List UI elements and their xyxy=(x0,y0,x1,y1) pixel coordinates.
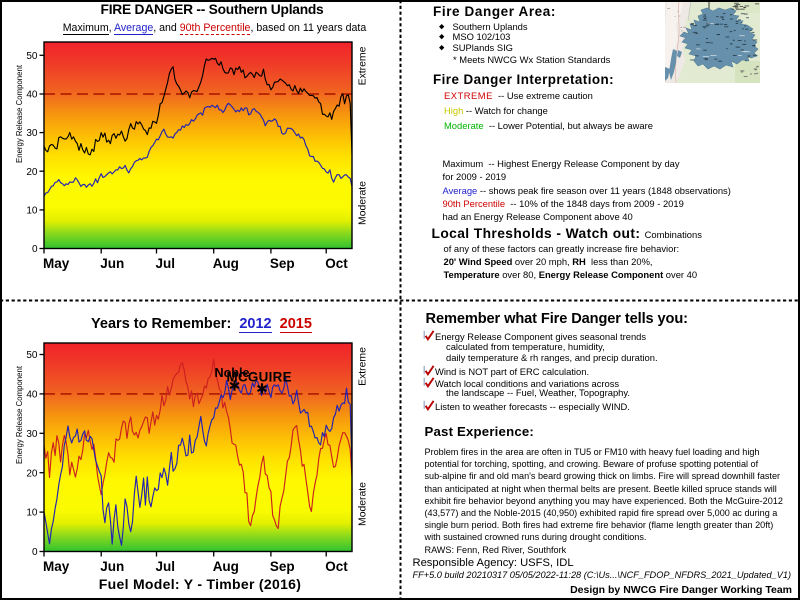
svg-text:Aug: Aug xyxy=(213,256,239,271)
svg-text:30: 30 xyxy=(26,128,38,139)
svg-text:Jul: Jul xyxy=(156,559,176,574)
svg-text:Aug: Aug xyxy=(213,559,239,574)
svg-text:MCGUIRE: MCGUIRE xyxy=(227,369,292,384)
svg-text:Extreme: Extreme xyxy=(358,347,369,386)
svg-text:Sep: Sep xyxy=(270,559,295,574)
svg-text:Extreme: Extreme xyxy=(358,46,369,85)
svg-text:0: 0 xyxy=(32,244,38,255)
svg-text:May: May xyxy=(43,559,70,574)
svg-text:40: 40 xyxy=(26,390,38,401)
svg-text:Jun: Jun xyxy=(100,256,124,271)
svg-text:10: 10 xyxy=(26,508,38,519)
svg-text:Energy Release Component: Energy Release Component xyxy=(15,365,24,464)
svg-text:20: 20 xyxy=(26,167,38,178)
svg-text:10: 10 xyxy=(26,206,38,217)
svg-text:Oct: Oct xyxy=(325,256,348,271)
svg-text:50: 50 xyxy=(26,51,38,62)
svg-text:30: 30 xyxy=(26,429,38,440)
svg-text:Energy Release Component: Energy Release Component xyxy=(15,64,24,163)
svg-text:0: 0 xyxy=(32,547,38,558)
svg-text:May: May xyxy=(43,256,70,271)
svg-text:Moderate: Moderate xyxy=(358,181,369,225)
svg-text:40: 40 xyxy=(26,90,38,101)
svg-text:50: 50 xyxy=(26,350,38,361)
svg-text:Sep: Sep xyxy=(270,256,295,271)
svg-text:Moderate: Moderate xyxy=(358,482,369,526)
svg-text:Jun: Jun xyxy=(100,559,124,574)
svg-text:Oct: Oct xyxy=(325,559,348,574)
svg-text:Jul: Jul xyxy=(156,256,176,271)
svg-text:20: 20 xyxy=(26,468,38,479)
